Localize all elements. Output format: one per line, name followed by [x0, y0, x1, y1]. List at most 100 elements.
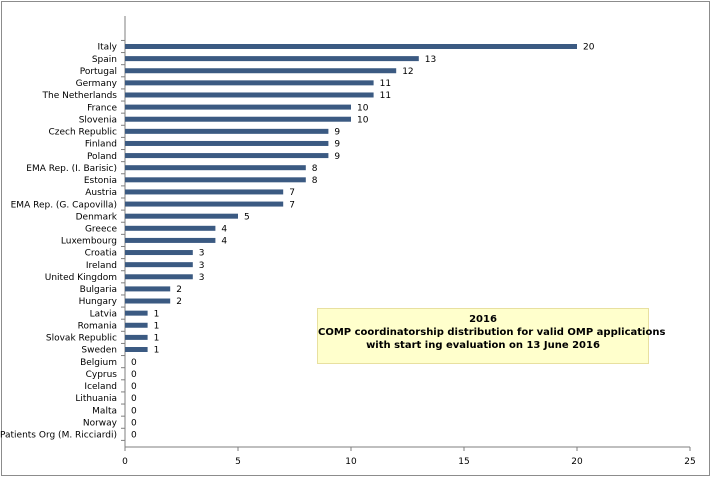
bar [125, 56, 419, 62]
bar [125, 310, 148, 316]
category-label: Croatia [85, 249, 117, 259]
bar [125, 347, 148, 352]
value-label: 3 [199, 261, 205, 271]
category-label: Slovenia [79, 115, 117, 125]
x-tick-labels: 0 5 10 15 20 25 [122, 457, 696, 467]
category-label: Portugal [80, 67, 117, 77]
value-label: 10 [357, 103, 369, 113]
value-label: 8 [312, 164, 318, 174]
bar [125, 237, 216, 243]
value-label: 9 [334, 140, 340, 150]
category-label: Cyprus [86, 370, 118, 380]
value-label: 9 [334, 152, 340, 162]
category-labels: Italy Spain Portugal Germany The Netherlands… [0, 43, 118, 441]
bar [125, 177, 306, 183]
value-label: 2 [176, 285, 182, 295]
category-label: Latvia [90, 309, 117, 319]
value-label: 3 [199, 249, 205, 259]
value-label: 3 [199, 273, 205, 283]
x-tick-label: 10 [345, 457, 357, 467]
value-label: 13 [425, 55, 436, 65]
annotation-year: 2016 [469, 314, 497, 325]
value-label: 12 [402, 67, 413, 77]
axes [121, 16, 691, 451]
category-label: Patients Org (M. Ricciardi) [0, 431, 117, 441]
bar [125, 80, 374, 86]
chart-annotation: 2016 COMP coordinatorship distribution f… [317, 308, 665, 364]
value-label: 1 [154, 321, 160, 331]
value-label: 10 [357, 115, 369, 125]
value-label: 0 [131, 431, 137, 441]
bar [125, 274, 193, 280]
category-label: Finland [85, 140, 117, 150]
category-label: Iceland [84, 382, 117, 392]
category-label: Greece [85, 225, 117, 235]
value-label: 0 [131, 370, 137, 380]
x-tick-label: 25 [684, 457, 695, 467]
category-label: The Netherlands [42, 91, 118, 101]
value-label: 1 [154, 309, 160, 319]
category-label: Norway [83, 418, 118, 428]
value-label: 7 [289, 200, 295, 210]
value-label: 0 [131, 358, 137, 368]
value-label: 2 [176, 297, 182, 307]
bar [125, 92, 374, 98]
category-label: Bulgaria [80, 285, 117, 295]
category-label: EMA Rep. (G. Capovilla) [11, 200, 117, 210]
bar [125, 201, 284, 207]
bar [125, 225, 216, 231]
value-label: 20 [583, 43, 595, 53]
category-label: Malta [92, 406, 117, 416]
x-tick-label: 0 [122, 457, 128, 467]
x-tick-label: 15 [458, 457, 469, 467]
bars [125, 44, 577, 352]
bar [125, 213, 238, 219]
value-label: 5 [244, 212, 250, 222]
bar [125, 334, 148, 340]
value-label: 9 [334, 128, 340, 138]
category-label: Spain [92, 55, 117, 65]
bar [125, 68, 397, 74]
category-label: Hungary [79, 297, 118, 307]
bar [125, 322, 148, 328]
category-label: Romania [78, 321, 117, 331]
bar [125, 104, 351, 110]
bar [125, 165, 306, 171]
category-label: EMA Rep. (I. Barisic) [26, 164, 117, 174]
bar [125, 128, 329, 134]
category-label: Lithuania [75, 394, 117, 404]
category-label: Sweden [81, 346, 117, 356]
bar [125, 250, 193, 256]
value-label: 0 [131, 418, 137, 428]
value-label: 11 [380, 91, 391, 101]
bar [125, 298, 171, 304]
value-label: 0 [131, 382, 137, 392]
category-label: Estonia [84, 176, 117, 186]
x-tick-label: 20 [571, 457, 583, 467]
bar [125, 286, 171, 292]
category-label: Germany [76, 79, 118, 89]
value-label: 8 [312, 176, 318, 186]
bar [125, 262, 193, 268]
category-label: Italy [97, 43, 117, 53]
category-label: France [87, 103, 117, 113]
category-label: Luxembourg [61, 237, 117, 247]
annotation-line-3: with start ing evaluation on 13 June 201… [366, 340, 600, 351]
bar [125, 116, 351, 122]
value-label: 0 [131, 394, 137, 404]
value-label: 1 [154, 346, 160, 356]
bar [125, 140, 329, 146]
x-tick-label: 5 [235, 457, 241, 467]
category-label: United Kingdom [45, 273, 117, 283]
value-label: 4 [221, 225, 227, 235]
category-label: Poland [87, 152, 117, 162]
value-label: 0 [131, 406, 137, 416]
category-label: Ireland [86, 261, 117, 271]
bar [125, 153, 329, 159]
category-label: Denmark [76, 212, 118, 222]
category-label: Austria [85, 188, 117, 198]
category-label: Czech Republic [48, 128, 117, 138]
